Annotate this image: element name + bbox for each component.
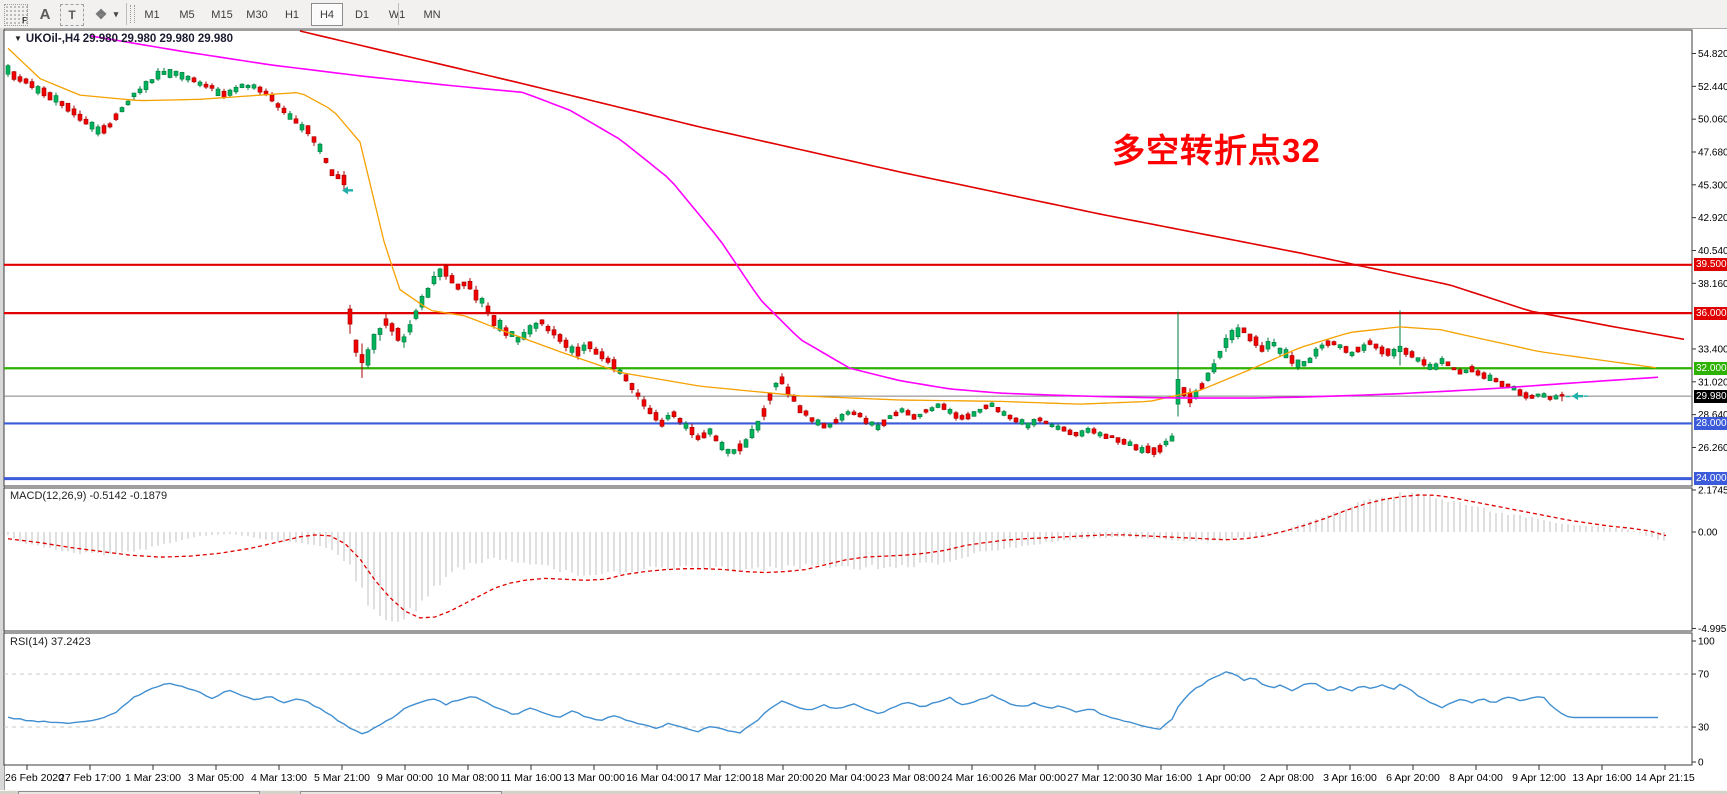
x-axis-label: 11 Mar 16:00 bbox=[500, 772, 561, 784]
x-axis-label: 26 Feb 2020 bbox=[5, 772, 64, 784]
y-axis-label: 52.440 bbox=[1698, 82, 1727, 93]
x-axis-label: 18 Mar 20:00 bbox=[752, 772, 814, 784]
x-axis-label: 1 Apr 00:00 bbox=[1197, 772, 1251, 784]
x-axis-label: 26 Mar 00:00 bbox=[1004, 772, 1066, 784]
timeframe-button-w1[interactable]: W1 bbox=[388, 8, 406, 21]
bottom-tab-strip[interactable] bbox=[0, 790, 1727, 794]
toolbar-separator bbox=[126, 3, 127, 25]
x-axis-label: 3 Apr 16:00 bbox=[1323, 772, 1377, 784]
x-axis-label: 30 Mar 16:00 bbox=[1130, 772, 1192, 784]
rsi-indicator-label: RSI(14) 37.2423 bbox=[10, 636, 91, 648]
x-axis-label: 16 Mar 04:00 bbox=[626, 772, 688, 784]
timeframe-button-mn[interactable]: MN bbox=[423, 8, 441, 21]
x-axis-label: 13 Apr 16:00 bbox=[1572, 772, 1632, 784]
paint-style-icon[interactable]: ❖ bbox=[94, 5, 108, 22]
timeframe-button-d1[interactable]: D1 bbox=[354, 8, 370, 21]
x-axis-label: 4 Mar 13:00 bbox=[251, 772, 307, 784]
y-axis-label: 45.300 bbox=[1698, 180, 1727, 191]
y-axis-label: 42.920 bbox=[1698, 213, 1727, 224]
x-axis-label: 6 Apr 20:00 bbox=[1386, 772, 1440, 784]
y-axis-label: 26.260 bbox=[1698, 443, 1727, 454]
macd-axis-label: -4.9955 bbox=[1698, 624, 1727, 635]
y-axis-label: 28.640 bbox=[1698, 410, 1727, 421]
price-tag-32.000: 32.000 bbox=[1694, 361, 1727, 375]
x-axis-label: 13 Mar 00:00 bbox=[563, 772, 625, 784]
timeframe-button-m15[interactable]: M15 bbox=[211, 8, 233, 21]
x-axis-label: 8 Apr 04:00 bbox=[1449, 772, 1503, 784]
main-chart-panel[interactable] bbox=[3, 29, 1693, 487]
x-axis-label: 5 Mar 21:00 bbox=[314, 772, 370, 784]
y-axis-label: 33.400 bbox=[1698, 344, 1727, 355]
dropdown-caret-icon[interactable]: ▾ bbox=[113, 8, 119, 19]
timeframe-button-m5[interactable]: M5 bbox=[179, 8, 195, 21]
toolbar: F A T ❖ ▾ M1 M5 M15 M30 H1 H4 D1 W1 MN bbox=[0, 0, 1727, 29]
price-tag-28.000: 28.000 bbox=[1694, 416, 1727, 430]
chart-tab[interactable] bbox=[18, 791, 260, 794]
candles-layer bbox=[5, 64, 1588, 458]
x-axis-label: 9 Mar 00:00 bbox=[377, 772, 433, 784]
x-axis-label: 23 Mar 08:00 bbox=[878, 772, 940, 784]
y-axis-label: 47.680 bbox=[1698, 147, 1727, 158]
y-axis-label: 54.820 bbox=[1698, 49, 1727, 60]
y-axis-label: 50.060 bbox=[1698, 115, 1727, 126]
rsi-panel[interactable] bbox=[3, 632, 1693, 766]
macd-axis-label: 2.1745 bbox=[1698, 486, 1727, 497]
font-a-icon[interactable]: A bbox=[39, 5, 51, 23]
dotted-grid-icon[interactable]: F bbox=[4, 4, 28, 26]
y-axis-label: 38.160 bbox=[1698, 279, 1727, 290]
x-axis-label: 27 Mar 12:00 bbox=[1067, 772, 1129, 784]
x-axis-label: 2 Apr 08:00 bbox=[1260, 772, 1314, 784]
ma-fast-orange-line bbox=[7, 47, 1657, 405]
x-axis-label: 24 Mar 16:00 bbox=[941, 772, 1003, 784]
text-label-icon[interactable]: T bbox=[60, 4, 84, 26]
price-tag-29.980: 29.980 bbox=[1694, 389, 1727, 403]
timeframe-button-h1[interactable]: H1 bbox=[284, 8, 300, 21]
timeframe-button-m1[interactable]: M1 bbox=[144, 8, 160, 21]
ma-slow-magenta-line bbox=[89, 35, 1659, 399]
price-tag-39.500: 39.500 bbox=[1694, 258, 1727, 272]
price-tag-24.000: 24.000 bbox=[1694, 472, 1727, 486]
y-axis-label: 31.020 bbox=[1698, 377, 1727, 388]
macd-histogram bbox=[7, 492, 1665, 622]
rsi-line bbox=[7, 671, 1658, 735]
y-axis-label: 40.540 bbox=[1698, 246, 1727, 257]
chart-text-annotation[interactable]: 多空转折点32 bbox=[1112, 132, 1321, 169]
x-axis-label: 14 Apr 21:15 bbox=[1635, 772, 1695, 784]
rsi-axis-label: 0 bbox=[1698, 758, 1704, 769]
symbol-title-text: UKOil-,H4 29.980 29.980 29.980 29.980 bbox=[25, 33, 234, 45]
x-axis-label: 20 Mar 04:00 bbox=[815, 772, 877, 784]
chart-symbol-title[interactable]: ▼ UKOil-,H4 29.980 29.980 29.980 29.980 bbox=[14, 33, 233, 45]
rsi-axis-label: 100 bbox=[1698, 637, 1715, 648]
price-tag-36.000: 36.000 bbox=[1694, 306, 1727, 320]
macd-indicator-label: MACD(12,26,9) -0.5142 -0.1879 bbox=[10, 490, 168, 502]
ma-long-red-line bbox=[299, 30, 1685, 341]
macd-axis-label: 0.00 bbox=[1698, 528, 1718, 539]
symbol-dropdown-icon[interactable]: ▼ bbox=[14, 34, 22, 43]
macd-signal-line bbox=[7, 494, 1667, 619]
x-axis-label: 3 Mar 05:00 bbox=[188, 772, 244, 784]
x-axis-label: 27 Feb 17:00 bbox=[59, 772, 121, 784]
left-arrow-marker[interactable] bbox=[342, 186, 353, 195]
x-axis-label: 1 Mar 23:00 bbox=[125, 772, 181, 784]
x-axis-label: 17 Mar 12:00 bbox=[689, 772, 751, 784]
x-axis-label: 10 Mar 08:00 bbox=[437, 772, 499, 784]
rsi-axis-label: 70 bbox=[1698, 670, 1710, 681]
x-axis-label: 9 Apr 12:00 bbox=[1512, 772, 1566, 784]
timeframe-button-h4[interactable]: H4 bbox=[311, 3, 343, 26]
toolbar-separator bbox=[398, 3, 399, 25]
timeframe-bar: M1 M5 M15 M30 H1 H4 D1 W1 MN bbox=[136, 3, 448, 26]
rsi-axis-label: 30 bbox=[1698, 723, 1710, 734]
left-arrow-marker[interactable] bbox=[1572, 392, 1583, 401]
chart-tab[interactable] bbox=[300, 791, 502, 794]
timeframe-button-m30[interactable]: M30 bbox=[246, 8, 268, 21]
toolbar-grip[interactable] bbox=[130, 5, 135, 23]
